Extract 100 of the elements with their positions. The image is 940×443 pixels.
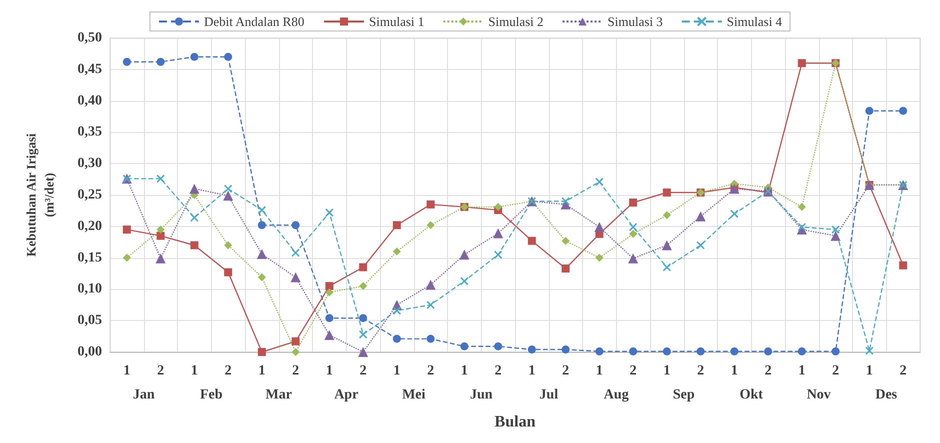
point [594, 222, 604, 232]
point [224, 241, 232, 250]
point [291, 248, 300, 258]
point [831, 225, 840, 234]
point [392, 334, 401, 343]
point [528, 236, 536, 245]
point [392, 221, 401, 230]
x-tick-label: 2 [764, 364, 772, 378]
point [562, 345, 570, 354]
x-tick-label: 2 [630, 364, 637, 378]
point [358, 347, 368, 357]
point [662, 347, 671, 356]
point [156, 232, 165, 240]
point [662, 240, 672, 250]
point [190, 241, 198, 250]
text: Jul [539, 388, 558, 402]
point [662, 211, 671, 220]
point [830, 230, 841, 241]
y-axis-title: Kebutuhan Air Irigasi (m³/det) [24, 132, 56, 257]
point [629, 230, 638, 238]
point [426, 280, 436, 290]
point [729, 184, 740, 194]
point [528, 345, 536, 354]
point [325, 314, 334, 322]
x-tick-label: 1 [663, 364, 670, 378]
point [224, 184, 232, 193]
point [358, 330, 368, 339]
point [426, 200, 435, 208]
point [189, 184, 200, 194]
point [156, 58, 165, 66]
y-tick-label: 0,35 [78, 124, 102, 140]
point [493, 228, 504, 238]
point [426, 300, 435, 310]
text: Des [875, 388, 898, 402]
x-tick-label: 2 [427, 364, 434, 378]
point [865, 346, 874, 355]
point [764, 347, 772, 356]
legend-label: Simulasi 1 [369, 14, 424, 29]
point [426, 334, 435, 343]
point [798, 202, 806, 211]
x-tick-label: 1 [393, 364, 400, 378]
point [798, 347, 806, 356]
point [662, 262, 672, 272]
point [156, 253, 166, 264]
point [595, 178, 604, 186]
point [156, 174, 165, 183]
x-tick-label: 2 [562, 364, 570, 378]
point [325, 282, 334, 290]
legend-label: Debit Andalan R80 [204, 14, 304, 29]
x-tick-label: 2 [224, 364, 232, 378]
point [258, 273, 266, 282]
point [258, 206, 266, 214]
y-tick-label: 0,50 [78, 30, 102, 46]
text: Mar [266, 388, 292, 402]
y-tick-label: 0,25 [78, 188, 102, 202]
legend-label: Simulasi 3 [608, 14, 663, 29]
text: Nov [806, 388, 831, 402]
point [290, 272, 301, 282]
point [494, 250, 502, 259]
point [628, 253, 638, 264]
point [494, 202, 502, 211]
point [224, 268, 232, 276]
y-tick-label: 0,20 [78, 218, 102, 234]
point [392, 306, 402, 315]
point [899, 261, 908, 270]
y-tick-label: 0,10 [78, 282, 102, 297]
point [292, 348, 300, 356]
y-tick-label: 0,45 [78, 62, 102, 77]
text: Feb [200, 388, 223, 402]
point [359, 263, 368, 272]
point [460, 276, 469, 286]
point [359, 314, 368, 322]
point [325, 208, 334, 217]
point [459, 250, 470, 260]
legend-label: Simulasi 2 [488, 14, 544, 29]
point [798, 222, 806, 232]
point [629, 347, 638, 356]
point [224, 52, 232, 61]
x-tick-label: 1 [798, 364, 806, 378]
text: Jun [470, 388, 493, 402]
x-tick-label: 2 [832, 364, 840, 378]
text: Sep [672, 388, 695, 402]
point [561, 197, 570, 206]
point [122, 254, 131, 262]
text: Aug [604, 388, 629, 402]
point [426, 221, 435, 230]
x-tick-label: 1 [866, 364, 873, 378]
point [562, 264, 570, 272]
point [696, 347, 705, 356]
point [258, 221, 266, 230]
point [392, 248, 401, 256]
point [595, 347, 604, 356]
y-tick-label: 0,30 [78, 156, 102, 172]
x-tick-label: 2 [900, 364, 907, 378]
point [256, 249, 267, 260]
x-tick-label: 2 [697, 364, 704, 378]
point [324, 330, 334, 340]
point [730, 347, 738, 356]
text: Apr [334, 388, 358, 402]
point [122, 58, 131, 66]
